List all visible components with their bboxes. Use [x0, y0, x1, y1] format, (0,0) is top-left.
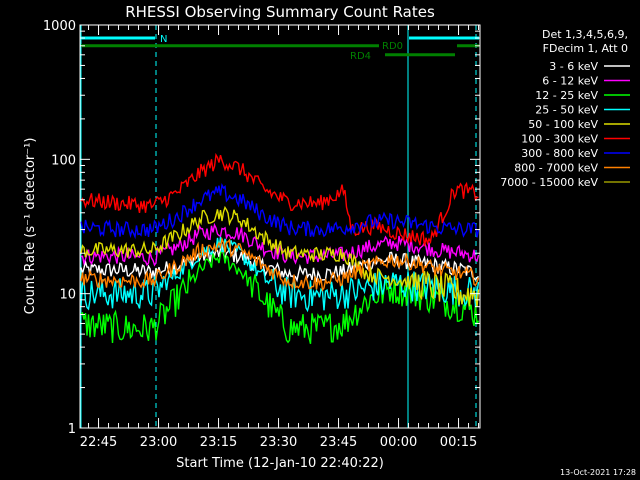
plot-frame: [79, 24, 481, 429]
y-tick-label: 1000: [43, 19, 76, 34]
x-tick-label: 00:15: [440, 435, 477, 450]
x-tick-label: 23:00: [140, 435, 177, 450]
legend: Det 1,3,4,5,6,9,FDecim 1, Att 0 3 - 6 keV…: [500, 28, 630, 189]
series-group: [80, 152, 480, 344]
y-axis-label: Count Rate (s⁻¹ detector⁻¹): [23, 138, 38, 315]
y-tick-label: 10: [59, 288, 76, 303]
series-line-4: [80, 205, 480, 307]
annotation-label-n: N: [160, 34, 167, 45]
y-tick-label: 100: [51, 153, 76, 168]
legend-label: 300 - 800 keV: [521, 147, 598, 160]
legend-header: Det 1,3,4,5,6,9,: [542, 28, 628, 41]
legend-label: 50 - 100 keV: [528, 118, 598, 131]
legend-label: 25 - 50 keV: [535, 104, 598, 117]
annotation-label-rd4: RD4: [350, 51, 371, 62]
series-line-7: [80, 236, 480, 292]
x-axis-ticks: 22:45 23:00 23:15 23:30 23:45 00:00 00:15: [80, 25, 480, 450]
series-line-3: [80, 236, 480, 313]
x-tick-label: 23:30: [260, 435, 297, 450]
timestamp: 13-Oct-2021 17:28: [560, 468, 636, 477]
legend-label: 6 - 12 keV: [542, 75, 598, 88]
series-line-2: [80, 249, 480, 344]
legend-label: 100 - 300 keV: [521, 133, 598, 146]
x-tick-label: 23:45: [320, 435, 357, 450]
x-tick-label: 23:15: [200, 435, 237, 450]
legend-label: 12 - 25 keV: [535, 89, 598, 102]
series-line-5: [80, 152, 479, 247]
x-tick-label: 22:45: [80, 435, 117, 450]
legend-header: FDecim 1, Att 0: [543, 42, 628, 55]
legend-label: 800 - 7000 keV: [514, 162, 598, 175]
legend-label: 7000 - 15000 keV: [500, 176, 598, 189]
y-tick-label: 1: [68, 422, 76, 437]
series-line-1: [80, 222, 480, 267]
annotation-label-rd0: RD0: [382, 41, 403, 52]
legend-label: 3 - 6 keV: [549, 60, 598, 73]
x-tick-label: 00:00: [380, 435, 417, 450]
series-line-6: [80, 182, 480, 240]
annotations-group: N RD0 RD4: [81, 34, 479, 62]
x-axis-label: Start Time (12-Jan-10 22:40:22): [176, 456, 384, 471]
chart-title: RHESSI Observing Summary Count Rates: [125, 3, 435, 21]
y-axis-ticks: 1 10 100 1000: [43, 19, 480, 437]
